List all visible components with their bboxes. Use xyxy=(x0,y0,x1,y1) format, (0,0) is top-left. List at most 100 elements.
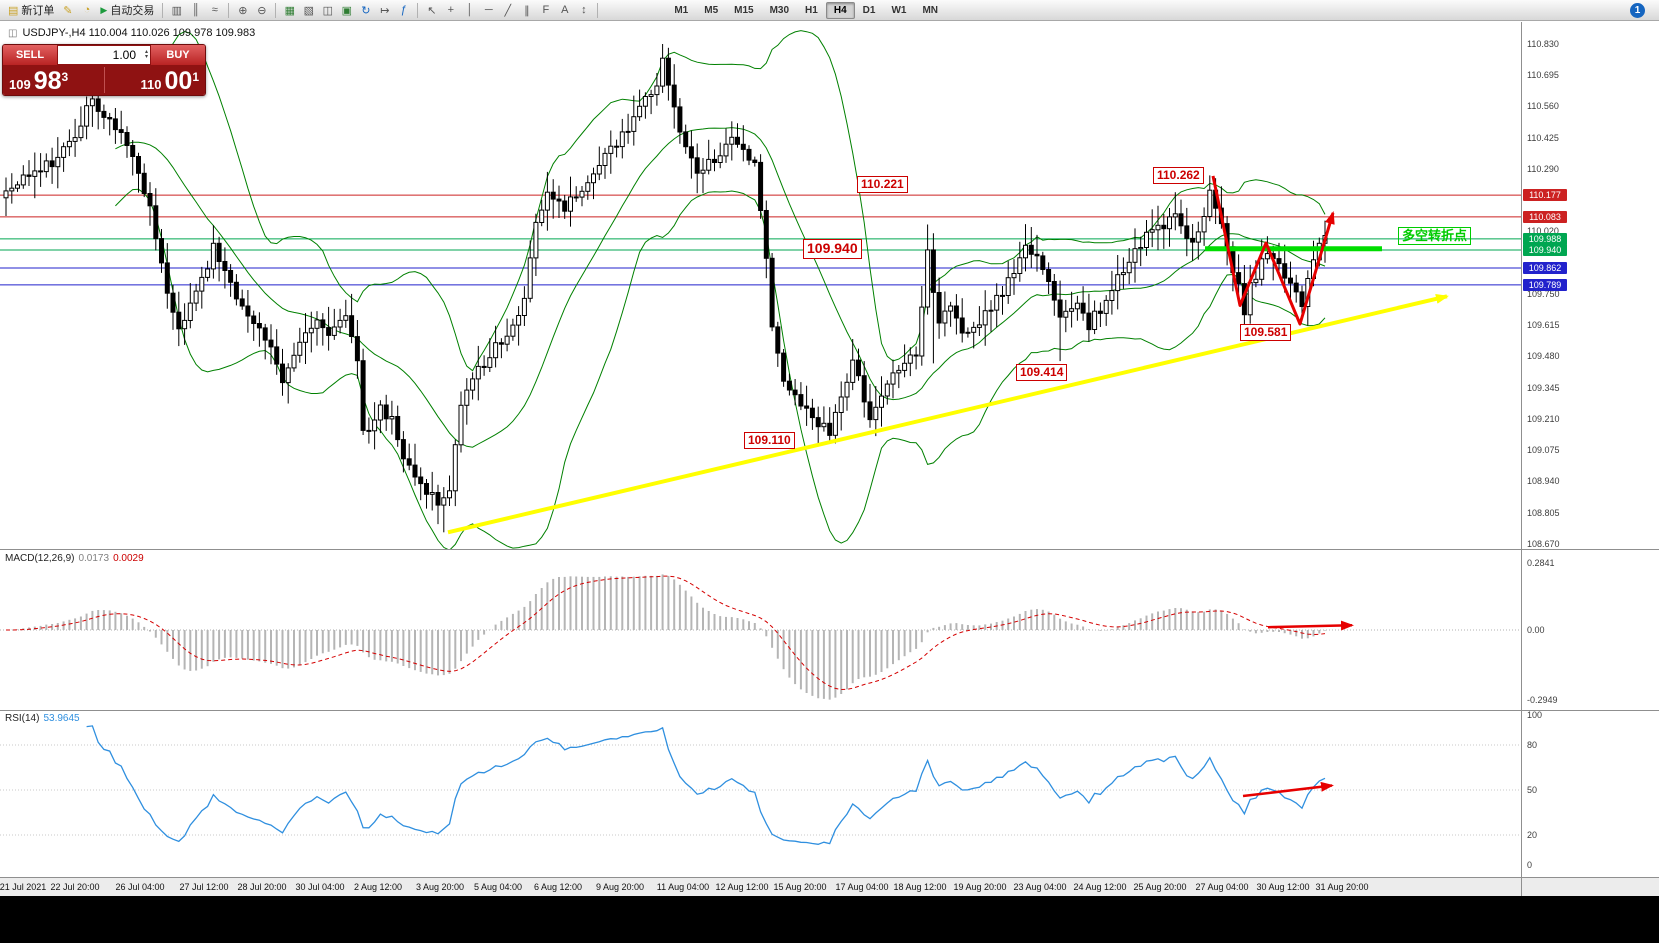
time-axis-label: 24 Aug 12:00 xyxy=(1073,882,1127,892)
macd-axis-label: -0.2949 xyxy=(1527,695,1558,705)
rsi-axis-label: 100 xyxy=(1527,710,1543,720)
text-label-icon[interactable]: A xyxy=(561,4,569,16)
horizontal-line-icon[interactable]: ─ xyxy=(484,4,493,16)
price-chart-canvas[interactable] xyxy=(0,22,1521,551)
rsi-canvas[interactable] xyxy=(0,710,1521,877)
zoom-in-icon[interactable]: ⊕ xyxy=(238,4,248,17)
chart-shift-icon[interactable]: ↦ xyxy=(380,4,390,17)
toolbar-separator xyxy=(275,2,277,18)
rsi-value: 53.9645 xyxy=(43,713,80,724)
panel-separator xyxy=(0,877,1659,878)
macd-axis-label: 0.00 xyxy=(1527,625,1545,635)
fibonacci-icon[interactable]: F xyxy=(542,4,550,16)
time-axis-label: 5 Aug 04:00 xyxy=(473,882,523,892)
sell-price: 109 98 3 xyxy=(3,67,104,95)
indicators-icon[interactable]: ƒ xyxy=(400,4,407,16)
price-axis[interactable]: 110.830 110.695 110.560 110.425 110.290 110.0… xyxy=(1522,22,1659,877)
time-axis-label: 9 Aug 20:00 xyxy=(595,882,645,892)
time-axis-label: 11 Aug 04:00 xyxy=(656,882,710,892)
timeframe-m15-button[interactable]: M15 xyxy=(734,4,754,16)
buy-button[interactable]: BUY xyxy=(151,45,205,65)
macd-panel[interactable] xyxy=(0,549,1521,710)
notification-badge[interactable]: 1 xyxy=(1630,2,1645,18)
bar-chart-icon[interactable]: ▥ xyxy=(171,4,183,17)
price-chart-panel[interactable] xyxy=(0,22,1521,551)
time-axis-label: 6 Aug 12:00 xyxy=(533,882,583,892)
macd-canvas[interactable] xyxy=(0,549,1521,710)
trendline-icon[interactable]: ╱ xyxy=(504,4,512,17)
chart-type-icon: ◫ xyxy=(8,27,18,39)
time-axis[interactable]: 21 Jul 2021 22 Jul 20:00 26 Jul 04:00 27 Ju… xyxy=(0,878,1659,896)
panel-separator[interactable] xyxy=(0,710,1659,711)
price-axis-label: 110.695 xyxy=(1527,70,1559,80)
time-axis-label: 28 Jul 20:00 xyxy=(237,882,287,892)
timeframe-mn-button[interactable]: MN xyxy=(922,4,938,16)
tile-windows-icon[interactable]: ▦ xyxy=(284,4,296,17)
sell-price-big: 98 xyxy=(33,67,62,95)
time-axis-label: 26 Jul 04:00 xyxy=(115,882,165,892)
macd-signal-value: 0.0029 xyxy=(113,553,144,564)
candlestick-chart-icon[interactable]: ║ xyxy=(191,4,200,16)
rsi-axis-label: 20 xyxy=(1527,830,1538,840)
arrows-icon[interactable]: ↕ xyxy=(581,4,587,16)
price-axis-label: 108.940 xyxy=(1527,476,1560,486)
volume-stepper[interactable]: ▴ ▾ xyxy=(145,46,148,64)
pointer-tool-icon[interactable]: ✎ xyxy=(63,4,73,17)
price-tag: 110.083 xyxy=(1523,211,1567,223)
price-note-110262: 110.262 xyxy=(1153,167,1204,184)
price-note-110221: 110.221 xyxy=(857,176,908,193)
sell-button[interactable]: SELL xyxy=(3,45,57,65)
channel-icon[interactable]: ∥ xyxy=(524,4,530,17)
price-tag: 109.988 xyxy=(1523,233,1567,245)
time-axis-label: 18 Aug 12:00 xyxy=(893,882,947,892)
price-tag: 109.862 xyxy=(1523,262,1567,274)
timeframe-m30-button[interactable]: M30 xyxy=(769,4,790,16)
mt4-window: ▤ 新订单 ✎ ◔ ▶ 自动交易 ▥ ║ ≈ ⊕ ⊖ ▦ ▧ ◫ ▣ ↻ ↦ ƒ ↖ + │ ─ ╱ ∥ F A ↕ M1… xyxy=(0,0,1659,896)
symbol-ohlc-text: USDJPY-,H4 110.004 110.026 109.978 109.9… xyxy=(22,27,256,39)
timeframe-h1-button[interactable]: H1 xyxy=(805,4,818,16)
auto-trading-button[interactable]: ▶ 自动交易 xyxy=(97,2,157,19)
zoom-out-icon[interactable]: ⊖ xyxy=(257,4,267,17)
new-chart-icon[interactable]: ▣ xyxy=(341,4,353,17)
arrange-windows-icon[interactable]: ◫ xyxy=(322,4,334,17)
timeframe-m5-button[interactable]: M5 xyxy=(704,4,719,16)
rsi-panel[interactable] xyxy=(0,710,1521,877)
toolbar-separator xyxy=(417,2,419,18)
volume-input[interactable]: 1.00 ▴ ▾ xyxy=(58,46,150,64)
vertical-line-icon[interactable]: │ xyxy=(466,4,474,16)
timeframe-h4-button[interactable]: H4 xyxy=(825,1,855,19)
price-axis-label: 110.290 xyxy=(1527,164,1559,174)
buy-price-sup: 1 xyxy=(192,70,199,84)
auto-trading-label: 自动交易 xyxy=(110,5,155,17)
history-icon[interactable]: ◔ xyxy=(83,4,91,16)
price-axis-label: 109.615 xyxy=(1527,320,1560,330)
buy-price: 110 00 1 xyxy=(105,67,206,95)
price-axis-label: 108.805 xyxy=(1527,508,1560,518)
price-axis-label: 109.750 xyxy=(1527,289,1560,299)
panel-separator[interactable] xyxy=(0,549,1659,550)
time-axis-label: 3 Aug 20:00 xyxy=(415,882,465,892)
stepper-up-icon[interactable]: ▴ xyxy=(144,49,148,55)
cursor-icon[interactable]: ↖ xyxy=(427,4,437,17)
buy-price-big: 00 xyxy=(164,67,193,95)
crosshair-icon[interactable]: + xyxy=(447,4,455,16)
time-axis-label: 19 Aug 20:00 xyxy=(953,882,1007,892)
time-axis-label: 21 Jul 2021 xyxy=(0,882,47,892)
price-note-109414: 109.414 xyxy=(1016,364,1068,381)
line-chart-icon[interactable]: ≈ xyxy=(211,4,218,16)
new-order-button[interactable]: ▤ 新订单 xyxy=(5,2,57,19)
toolbar-pre-icons: ✎ ◔ xyxy=(58,2,96,19)
volume-value: 1.00 xyxy=(112,48,136,62)
price-tag: 109.940 xyxy=(1523,244,1567,256)
symbol-info: ◫ USDJPY-,H4 110.004 110.026 109.978 109… xyxy=(8,27,255,39)
rsi-indicator-label: RSI(14) 53.9645 xyxy=(5,713,80,724)
stepper-down-icon[interactable]: ▾ xyxy=(144,54,148,60)
price-note-109110: 109.110 xyxy=(744,432,795,449)
one-click-header: SELL 1.00 ▴ ▾ BUY xyxy=(3,45,205,65)
timeframe-d1-button[interactable]: D1 xyxy=(862,4,876,16)
toolbar-separator xyxy=(162,2,164,18)
auto-scroll-icon[interactable]: ↻ xyxy=(361,4,371,17)
timeframe-m1-button[interactable]: M1 xyxy=(674,4,689,16)
cascade-windows-icon[interactable]: ▧ xyxy=(303,4,315,17)
timeframe-w1-button[interactable]: W1 xyxy=(891,4,907,16)
